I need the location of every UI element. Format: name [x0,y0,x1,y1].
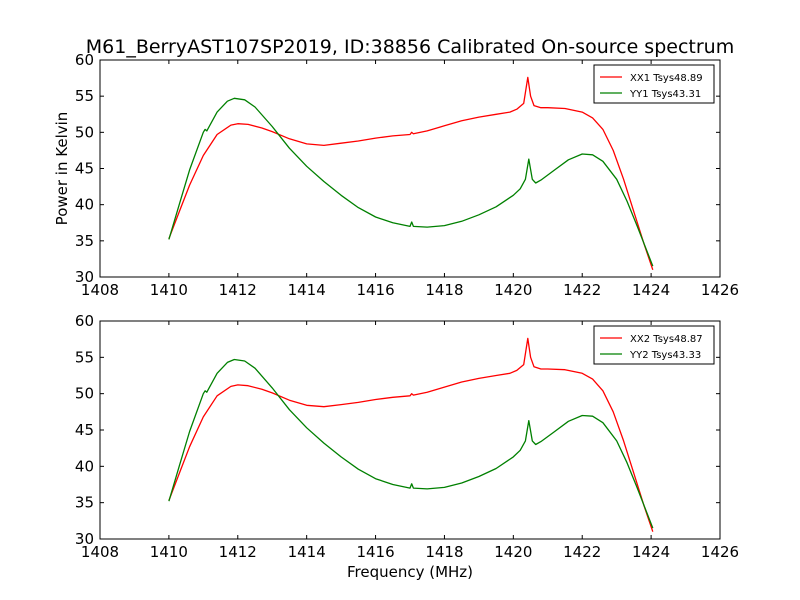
y-tick-label: 50 [75,123,94,141]
y-tick-label: 55 [75,348,94,366]
top-spectrum-plot: 1408 1410 1412 1414 1416 1418 1420 1422 1424 1426… [53,51,739,299]
x-tick-label: 1408 [81,281,119,299]
x-tick-label: 1426 [701,543,739,561]
legend: XX1 Tsys48.89 YY1 Tsys43.31 [593,64,715,104]
legend: XX2 Tsys48.87 YY2 Tsys43.33 [593,325,715,365]
figure-title: M61_BerryAST107SP2019, ID:38856 Calibrat… [86,36,734,58]
x-tick-label: 1414 [288,543,326,561]
y-axis-label: Power in Kelvin [53,112,71,226]
legend-entry: YY2 Tsys43.33 [629,350,701,361]
bottom-spectrum-plot: 1408 1410 1412 1414 1416 1418 1420 1422 1424 1426… [75,312,739,581]
x-tick-label: 1410 [150,543,188,561]
y-tick-label: 35 [75,494,94,512]
legend-box [593,64,715,104]
y-tick-label: 50 [75,385,94,403]
x-tick-label: 1418 [425,281,463,299]
series-line-xx1 [168,76,654,271]
y-tick-label: 40 [75,196,94,214]
y-tick-label: 45 [75,160,94,178]
y-tick-label: 30 [75,268,94,286]
legend-entry: YY1 Tsys43.31 [629,89,701,100]
series-line-yy1 [168,97,654,267]
series-line-xx2 [168,337,654,532]
x-tick-label: 1414 [288,281,326,299]
x-tick-label: 1424 [632,281,670,299]
legend-box [593,325,715,365]
x-tick-label: 1426 [701,281,739,299]
x-tick-label: 1422 [563,281,601,299]
x-tick-label: 1410 [150,281,188,299]
x-tick-label: 1422 [563,543,601,561]
y-tick-label: 60 [75,312,94,330]
y-tick-label: 40 [75,457,94,475]
x-axis-label: Frequency (MHz) [347,563,473,581]
x-tick-label: 1420 [494,281,532,299]
legend-entry: XX1 Tsys48.89 [630,73,703,84]
y-tick-label: 35 [75,232,94,250]
x-tick-label: 1416 [356,543,394,561]
legend-entry: XX2 Tsys48.87 [630,334,703,345]
y-tick-label: 30 [75,530,94,548]
x-tick-label: 1416 [356,281,394,299]
series-line-yy2 [168,358,654,529]
x-tick-label: 1424 [632,543,670,561]
y-tick-label: 55 [75,87,94,105]
x-tick-label: 1420 [494,543,532,561]
y-tick-label: 60 [75,51,94,69]
x-tick-label: 1412 [219,543,257,561]
x-tick-label: 1408 [81,543,119,561]
x-tick-label: 1412 [219,281,257,299]
y-tick-label: 45 [75,421,94,439]
x-tick-label: 1418 [425,543,463,561]
